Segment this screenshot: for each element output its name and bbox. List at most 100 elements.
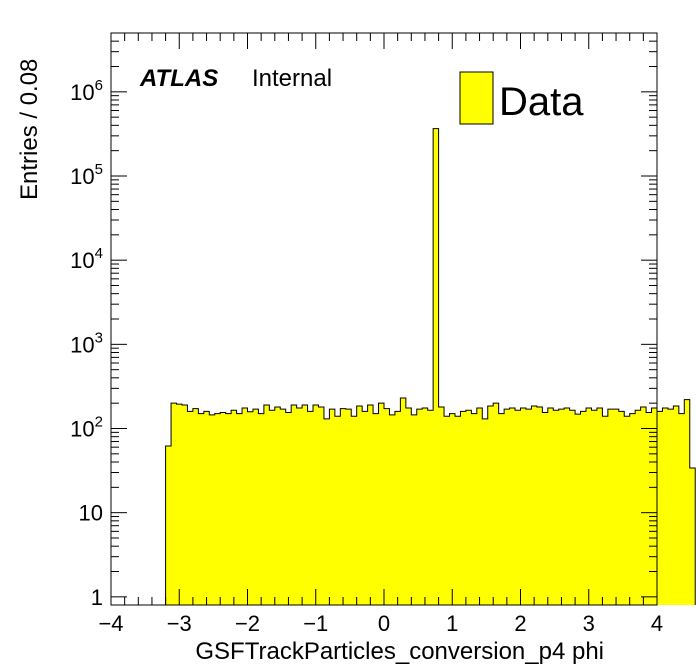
- histogram-bar: [263, 405, 270, 605]
- histogram-bar: [525, 409, 532, 605]
- histogram-bar: [209, 414, 216, 605]
- x-tick-label: 4: [651, 611, 663, 636]
- y-tick-label: 104: [70, 245, 103, 273]
- histogram-bar: [416, 409, 423, 605]
- histogram-bar: [252, 409, 259, 605]
- histogram-bar: [171, 403, 177, 605]
- x-tick-label: 2: [514, 611, 526, 636]
- histogram-bar: [465, 410, 472, 605]
- histogram-bar: [575, 414, 581, 605]
- histogram-bar: [596, 408, 603, 605]
- y-tick-labels: 1 10 102 103 104 105 106: [70, 77, 103, 610]
- x-tick-label: 0: [378, 611, 390, 636]
- histogram-bar: [635, 410, 641, 605]
- histogram-bar: [498, 413, 505, 605]
- histogram-bar: [258, 413, 265, 605]
- histogram-bar: [307, 411, 314, 605]
- histogram-bar: [433, 128, 439, 605]
- histogram-bar: [323, 418, 330, 605]
- histogram-bar: [329, 409, 336, 605]
- histogram-bar: [689, 467, 696, 605]
- histogram-bar: [673, 406, 680, 605]
- histogram-bar: [203, 411, 210, 605]
- histogram-bar: [340, 408, 347, 605]
- histogram-bar: [242, 408, 248, 605]
- histogram-bar: [613, 409, 620, 605]
- histogram-bar: [460, 411, 467, 605]
- histogram-bar: [569, 410, 576, 605]
- histogram-bar: [646, 412, 652, 605]
- histogram-bar: [405, 408, 412, 605]
- histogram-bar: [318, 407, 325, 605]
- histogram-bar: [214, 413, 221, 605]
- y-tick-label: 1: [91, 585, 103, 610]
- histogram-bar: [422, 408, 428, 605]
- histogram-bar: [291, 405, 297, 605]
- histogram-bar: [394, 411, 401, 605]
- histogram-bar: [607, 409, 614, 605]
- histogram-bar: [427, 410, 434, 605]
- histogram-bar: [520, 408, 527, 605]
- histogram-bar: [580, 411, 587, 605]
- histogram-bar: [444, 416, 450, 605]
- histogram-bar: [280, 409, 287, 605]
- legend-label: Data: [499, 80, 584, 124]
- histogram-bar: [384, 408, 390, 605]
- histogram-bar: [542, 412, 549, 605]
- histogram-bar: [651, 408, 658, 605]
- histogram-bar: [564, 408, 570, 605]
- histogram-bar: [547, 408, 554, 605]
- histogram-bar: [618, 411, 625, 605]
- plot-frame: [110, 32, 658, 606]
- histogram-bar: [247, 411, 254, 605]
- x-tick-label: 1: [446, 611, 458, 636]
- histogram-bar: [493, 403, 499, 605]
- x-tick-label: −4: [98, 611, 123, 636]
- histogram-bar: [296, 408, 303, 605]
- histogram-bar: [558, 409, 565, 605]
- histogram-bar: [269, 410, 276, 605]
- histogram-bar: [624, 416, 630, 605]
- histogram-outline: [165, 128, 696, 605]
- y-tick-label: 10: [79, 501, 103, 526]
- histogram-bar: [531, 406, 538, 605]
- histogram-bar: [313, 405, 319, 605]
- histogram-bar: [454, 416, 461, 605]
- histogram-bar: [471, 413, 478, 605]
- histogram-bar: [225, 413, 232, 605]
- histogram-bar: [515, 410, 521, 605]
- histogram-bar: [536, 407, 543, 605]
- histogram-bar: [684, 399, 691, 605]
- histogram-bar: [657, 411, 663, 605]
- legend-swatch: [459, 71, 494, 125]
- histogram-bar: [176, 404, 183, 605]
- histogram-bar: [351, 416, 357, 605]
- histogram-bar: [231, 410, 237, 605]
- atlas-label: ATLAS: [139, 65, 218, 92]
- histogram-bar: [438, 407, 445, 605]
- x-tick-labels: −4 −3 −2 −1 0 1 2 3 4: [98, 611, 663, 636]
- histogram-bar: [192, 408, 199, 605]
- histogram-bar: [356, 406, 363, 605]
- histogram-bars: [165, 128, 696, 605]
- histogram-bar: [345, 409, 352, 605]
- histogram-bar: [187, 411, 194, 605]
- histogram-bar: [302, 405, 308, 605]
- histogram-bar: [667, 409, 674, 605]
- histogram-bar: [553, 410, 560, 605]
- y-tick-label: 106: [70, 77, 103, 105]
- histogram-bar: [181, 405, 188, 605]
- histogram-bar: [274, 407, 281, 605]
- y-tick-label: 105: [70, 161, 103, 189]
- histogram-bar: [389, 414, 396, 605]
- internal-label: Internal: [252, 65, 332, 92]
- x-tick-label: −1: [303, 611, 328, 636]
- histogram-bar: [236, 413, 243, 605]
- histogram-bar: [586, 408, 592, 605]
- x-tick-label: 3: [583, 611, 595, 636]
- histogram-bar: [678, 413, 685, 605]
- histogram-bar: [482, 418, 489, 605]
- histogram-bar: [373, 413, 379, 605]
- histogram-bar: [400, 398, 407, 605]
